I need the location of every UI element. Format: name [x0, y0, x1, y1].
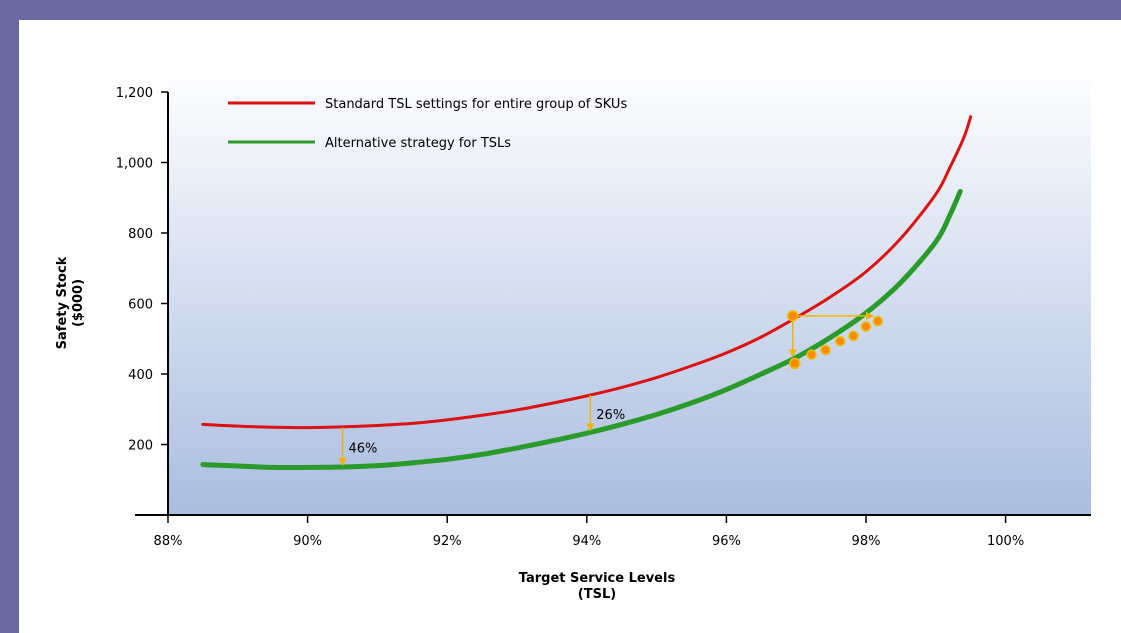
- sku-marker: [806, 349, 817, 360]
- x-axis-title-line1: Target Service Levels: [519, 571, 676, 586]
- y-tick-label: 1,200: [116, 86, 153, 101]
- legend: Standard TSL settings for entire group o…: [228, 97, 627, 151]
- y-tick-label: 1,000: [116, 157, 153, 172]
- x-tick-label: 100%: [987, 534, 1024, 549]
- x-axis-ticks: 88% 90% 92% 94% 96% 98% 100%: [154, 515, 1024, 549]
- sku-marker: [789, 357, 801, 370]
- sku-marker: [872, 315, 884, 327]
- y-axis-ticks: 200 400 600 800 1,000 1,200: [116, 86, 168, 454]
- y-axis-title-line2: ($000): [71, 279, 86, 327]
- sku-marker: [786, 310, 799, 322]
- y-axis-title: Safety Stock ($000): [55, 256, 86, 349]
- x-axis-title: Target Service Levels (TSL): [519, 571, 676, 602]
- sku-marker: [820, 344, 831, 356]
- plot-area-background: [168, 66, 1091, 515]
- x-tick-label: 98%: [852, 534, 881, 549]
- frame-left-border: [0, 0, 19, 633]
- y-tick-label: 800: [128, 227, 153, 242]
- reduction-label: 26%: [596, 408, 625, 423]
- frame-top-border: [0, 0, 1121, 20]
- sku-marker: [848, 330, 859, 342]
- annotation-layer: 46% 26%: [338, 311, 874, 467]
- x-tick-label: 90%: [293, 534, 322, 549]
- x-tick-label: 92%: [433, 534, 462, 549]
- reduction-label: 46%: [349, 441, 378, 456]
- x-tick-label: 96%: [712, 534, 741, 549]
- sku-marker: [834, 335, 846, 347]
- series-layer: [200, 115, 973, 471]
- y-tick-label: 200: [128, 439, 153, 454]
- x-tick-label: 94%: [572, 534, 601, 549]
- y-tick-label: 600: [128, 298, 153, 313]
- y-tick-label: 400: [128, 368, 153, 383]
- y-axis-title-line1: Safety Stock: [55, 256, 70, 349]
- legend-label-standard: Standard TSL settings for entire group o…: [325, 97, 627, 112]
- x-axis-title-line2: (TSL): [578, 587, 616, 602]
- sku-marker: [860, 321, 872, 332]
- legend-label-alternative: Alternative strategy for TSLs: [325, 136, 511, 151]
- series-line-alternative: [200, 188, 963, 471]
- marker-layer: [786, 310, 884, 370]
- series-line-standard: [201, 115, 973, 430]
- x-tick-label: 88%: [154, 534, 183, 549]
